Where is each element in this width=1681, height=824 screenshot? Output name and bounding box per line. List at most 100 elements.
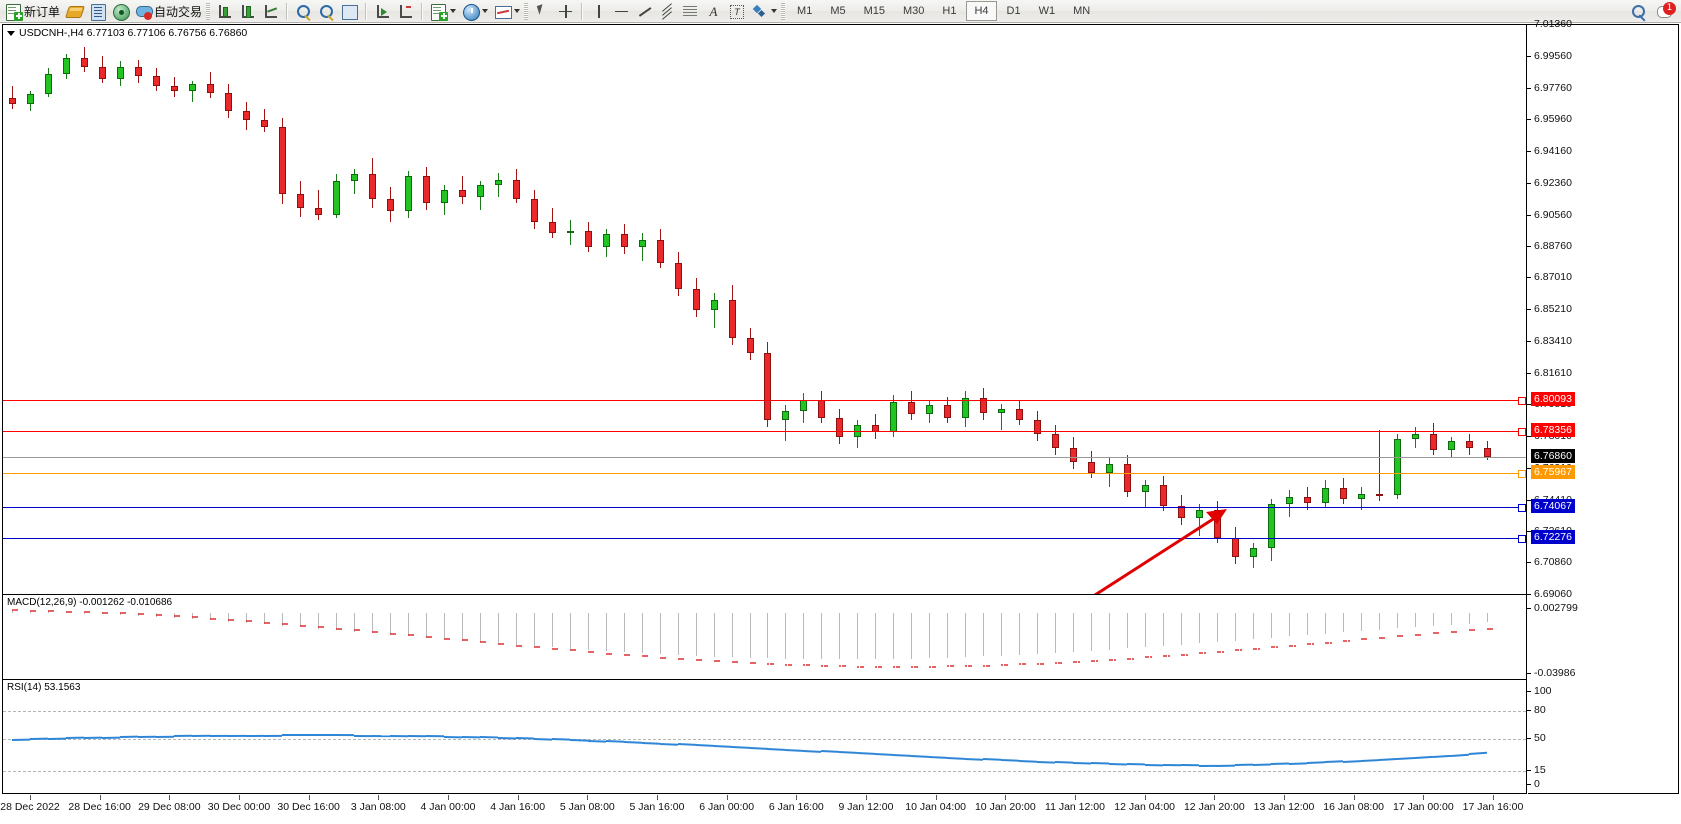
search-icon[interactable]	[1631, 4, 1647, 20]
candle-body	[1394, 439, 1402, 496]
level-handle-resistance-1[interactable]	[1518, 427, 1526, 436]
indicators-button[interactable]	[491, 1, 523, 22]
level-handle-support-1[interactable]	[1518, 503, 1526, 512]
macd-signal-point	[713, 660, 716, 663]
price-tag-pivot[interactable]: 6.75967	[1531, 465, 1575, 480]
candle	[1070, 25, 1078, 594]
line-chart-button[interactable]	[259, 1, 282, 22]
price-tag-support-1[interactable]: 6.74067	[1531, 498, 1575, 513]
candle-body	[26, 94, 34, 104]
bar-chart-button[interactable]	[213, 1, 236, 22]
timeframe-d1[interactable]: D1	[1006, 5, 1021, 17]
chevron-down-icon[interactable]	[450, 9, 457, 13]
level-line-pivot[interactable]	[3, 473, 1526, 475]
macd-signal-point	[106, 611, 109, 614]
timeframe-mn[interactable]: MN	[1073, 5, 1091, 17]
text-label-button[interactable]: A	[702, 1, 725, 22]
vertical-line-button[interactable]	[587, 1, 610, 22]
price-tag-current-price[interactable]: 6.76860	[1531, 449, 1575, 464]
time-axis[interactable]: 28 Dec 2022 28 Dec 16:00 29 Dec 08:00 30 De…	[0, 795, 1679, 823]
macd-histogram-bar	[1289, 613, 1291, 637]
timeframe-h1[interactable]: H1	[942, 5, 957, 17]
rsi-pane[interactable]: RSI(14) 53.1563	[3, 680, 1526, 793]
level-line-support-2[interactable]	[3, 538, 1526, 540]
macd-signal-point	[232, 618, 235, 621]
zoom-out-button[interactable]	[315, 1, 338, 22]
alerts-icon[interactable]: 1	[1657, 1, 1676, 20]
timeframe-w1[interactable]: W1	[1038, 5, 1056, 17]
market-watch-button[interactable]	[86, 1, 109, 22]
macd-histogram-bar	[641, 613, 643, 654]
candlestick-chart-button[interactable]	[236, 1, 259, 22]
fibonacci-button[interactable]	[679, 1, 702, 22]
candle	[386, 25, 394, 594]
level-line-current-price[interactable]	[3, 457, 1526, 459]
macd-signal-point	[1021, 663, 1024, 666]
trendline-button[interactable]	[633, 1, 656, 22]
text-box-button[interactable]: T	[725, 1, 748, 22]
chevron-down-icon[interactable]	[771, 9, 778, 13]
macd-signal-point	[1273, 646, 1276, 649]
chevron-down-icon[interactable]	[482, 9, 489, 13]
price-axis[interactable]: 7.01360 6.99560 6.97760 6.95960 6.94160 6.923…	[1526, 18, 1679, 794]
timeframe-m15[interactable]: M15	[863, 5, 885, 17]
toolbar-grip-3[interactable]	[781, 2, 786, 20]
macd-signal-point	[843, 665, 846, 668]
auto-trading-button[interactable]: 自动交易	[132, 1, 205, 22]
equidistant-channel-button[interactable]	[656, 1, 679, 22]
auto-scroll-button[interactable]	[394, 1, 417, 22]
level-line-resistance-1[interactable]	[3, 430, 1526, 432]
zoom-in-button[interactable]	[292, 1, 315, 22]
level-handle-pivot[interactable]	[1518, 470, 1526, 479]
chart-plot-frame[interactable]: USDCNH-,H4 6.77103 6.77106 6.76756 6.768…	[2, 24, 1527, 794]
level-line-resistance-2[interactable]	[3, 400, 1526, 402]
timeframe-m5[interactable]: M5	[830, 5, 846, 17]
macd-signal-point	[1145, 656, 1148, 659]
chart-symbol-header[interactable]: USDCNH-,H4 6.77103 6.77106 6.76756 6.768…	[7, 27, 247, 39]
level-handle-support-2[interactable]	[1518, 535, 1526, 544]
timeframe-m30[interactable]: M30	[903, 5, 925, 17]
chart-shift-button[interactable]	[371, 1, 394, 22]
chart-container[interactable]: USDCNH-,H4 6.77103 6.77106 6.76756 6.768…	[0, 18, 1681, 824]
chevron-down-icon[interactable]	[514, 9, 521, 13]
chart-menu-caret-icon[interactable]	[7, 30, 15, 36]
candle	[260, 25, 268, 594]
text-box-icon: T	[728, 3, 745, 20]
tile-windows-button[interactable]	[338, 1, 361, 22]
objects-button[interactable]	[748, 1, 780, 22]
new-chart-button[interactable]	[427, 1, 459, 22]
time-tick-label: 28 Dec 16:00	[68, 801, 131, 813]
macd-histogram-bar	[443, 613, 445, 640]
macd-signal-point	[1399, 635, 1402, 638]
toolbar-grip-1[interactable]	[206, 2, 211, 20]
gold-bars-button[interactable]	[63, 1, 86, 22]
macd-signal-point	[268, 621, 271, 624]
crosshair-button[interactable]	[554, 1, 577, 22]
navigator-button[interactable]	[109, 1, 132, 22]
candle	[1034, 25, 1042, 594]
zoom-in-icon	[295, 3, 312, 21]
price-tag-resistance-2[interactable]: 6.80093	[1531, 392, 1575, 407]
macd-histogram-bar	[587, 613, 589, 650]
macd-pane[interactable]: MACD(12,26,9) -0.001262 -0.010686	[3, 595, 1526, 680]
timeframe-m1[interactable]: M1	[797, 5, 813, 17]
candle	[26, 25, 34, 594]
horizontal-line-button[interactable]	[610, 1, 633, 22]
price-tag-support-2[interactable]: 6.72276	[1531, 530, 1575, 545]
time-tick-label: 12 Jan 20:00	[1183, 801, 1245, 813]
level-line-support-1[interactable]	[3, 506, 1526, 508]
time-tick	[1214, 795, 1216, 800]
cursor-button[interactable]	[531, 1, 554, 22]
price-pane[interactable]: USDCNH-,H4 6.77103 6.77106 6.76756 6.768…	[3, 25, 1526, 595]
price-tick: 6.92360	[1527, 177, 1572, 189]
macd-signal-point	[1489, 627, 1492, 630]
toolbar-grip-2[interactable]	[524, 2, 529, 20]
new-order-button[interactable]: 新订单	[2, 1, 63, 22]
main-toolbar: 新订单 自动交易	[0, 0, 1681, 23]
period-button[interactable]	[459, 1, 491, 22]
macd-signal-point	[915, 665, 918, 668]
macd-signal-point	[1075, 660, 1078, 663]
price-tag-resistance-1[interactable]: 6.78356	[1531, 422, 1575, 437]
level-handle-resistance-2[interactable]	[1518, 397, 1526, 406]
timeframe-h4[interactable]: H4	[966, 1, 997, 21]
